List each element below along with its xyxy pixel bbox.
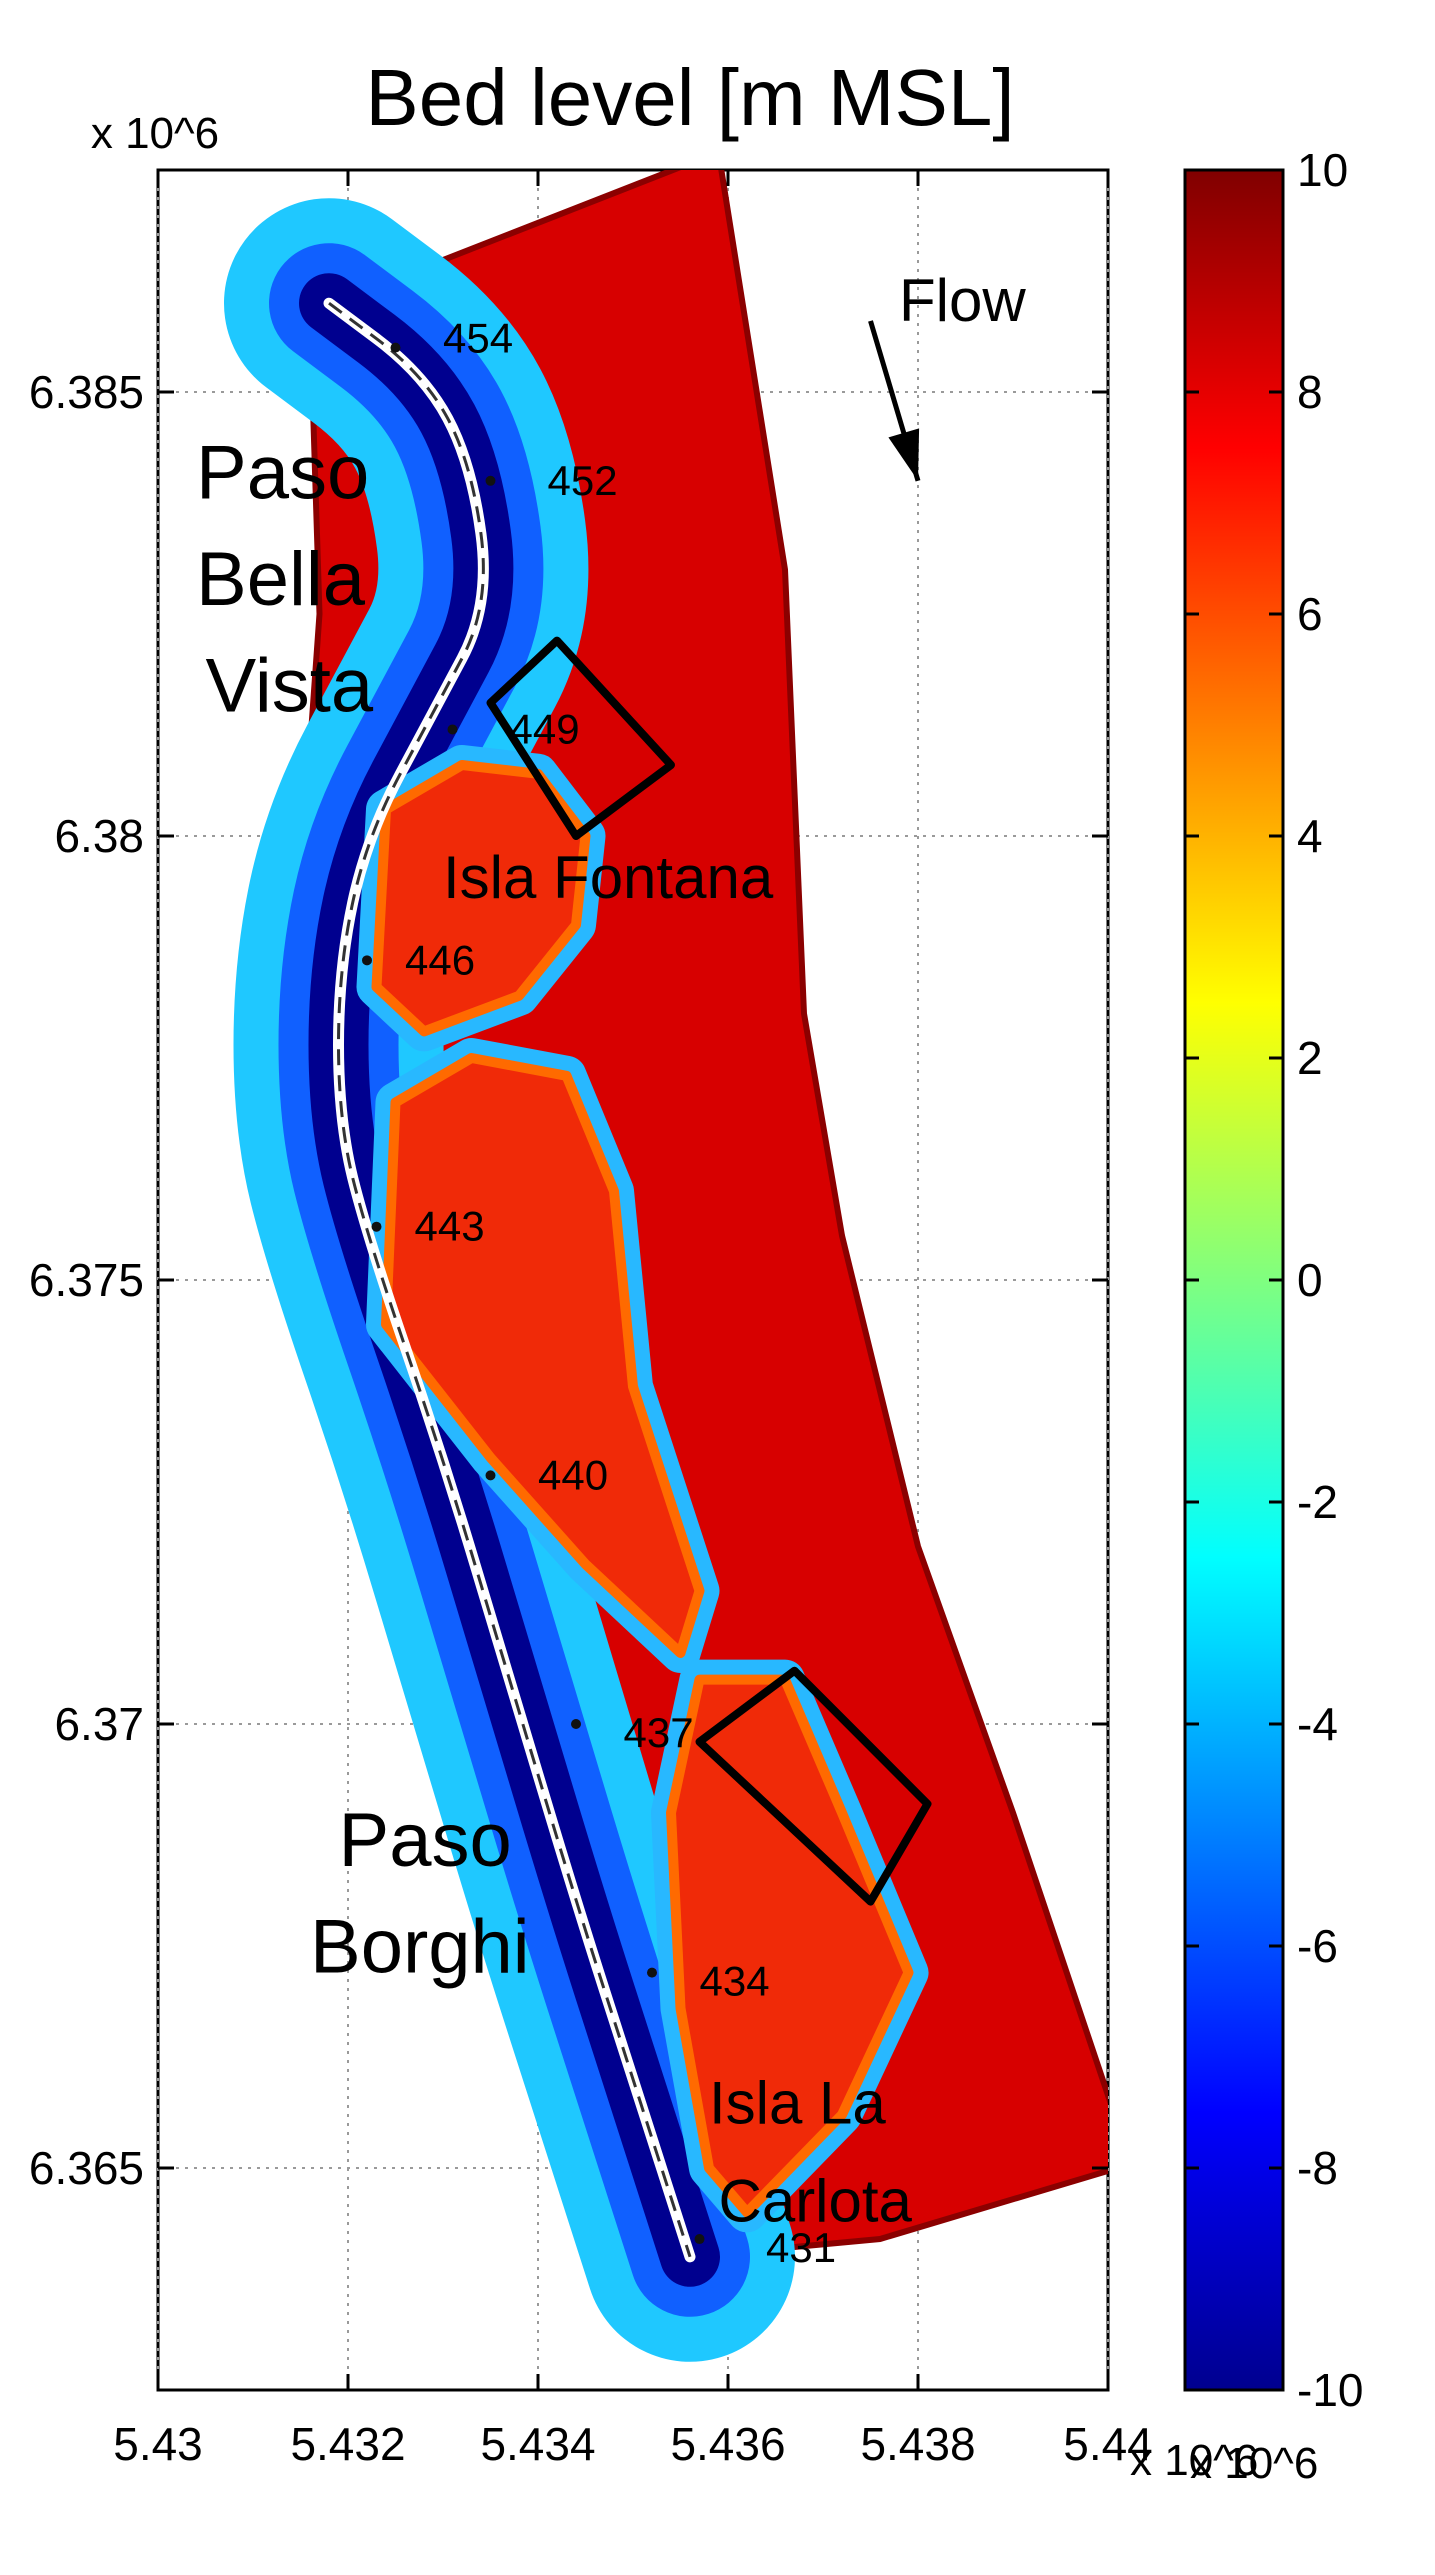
x-tick-label: 5.432 [290, 2418, 405, 2470]
flow-arrow-head [888, 428, 920, 481]
colorbar-tick-label: -2 [1297, 1476, 1338, 1528]
colorbar-tick-label: 10 [1297, 144, 1348, 196]
colorbar-multiplier-label: x 10^6 [1190, 2439, 1318, 2488]
colorbar-gradient [1183, 168, 1285, 2392]
y-tick-label: 6.365 [29, 2142, 144, 2194]
river-km-label: 440 [538, 1451, 608, 1498]
annotation-label: Flow [899, 267, 1026, 334]
y-multiplier-label: x 10^6 [91, 109, 219, 158]
colorbar-tick-label: -4 [1297, 1698, 1338, 1750]
river-km-label: 434 [700, 1958, 770, 2005]
river-axis-dashes [328, 301, 692, 2258]
colorbar-tick-label: -6 [1297, 1920, 1338, 1972]
river-km-label: 443 [415, 1203, 485, 1250]
colorbar-tick-label: 8 [1297, 366, 1323, 418]
colorbar-tick-label: 4 [1297, 810, 1323, 862]
colorbar-tick-label: 2 [1297, 1032, 1323, 1084]
colorbar-tick-label: 6 [1297, 588, 1323, 640]
river-km-marker [647, 1967, 657, 1978]
river-km-label: 431 [766, 2224, 836, 2271]
y-tick-label: 6.37 [54, 1698, 144, 1750]
river-km-marker [485, 475, 496, 486]
x-tick-label: 5.436 [670, 2418, 785, 2470]
colorbar-tick-label: 0 [1297, 1254, 1323, 1306]
island-body [371, 760, 591, 1037]
bed-level-field [224, 170, 1108, 2362]
x-tick-label: 5.44 [1063, 2418, 1153, 2470]
x-tick-label: 5.438 [860, 2418, 975, 2470]
y-multiplier: x 10^6 [91, 109, 219, 158]
annotation-label: Bella [196, 537, 366, 622]
y-axis: 6.365 6.37 6.375 6.38 6.385 [29, 366, 1108, 2194]
river-km-label: 449 [510, 705, 580, 752]
river-km-marker [362, 955, 372, 966]
annotation-label: Borghi [310, 1905, 530, 1990]
river-km-marker [390, 342, 401, 353]
river-km-label: 446 [405, 936, 475, 983]
colorbar-tick-label: -8 [1297, 2142, 1338, 2194]
annotation-label: Isla Fontana [443, 844, 774, 911]
river-km-marker [485, 1470, 496, 1481]
river-km-marker [447, 724, 458, 735]
colorbar-tick-label: -10 [1297, 2364, 1363, 2416]
y-tick-label: 6.385 [29, 366, 144, 418]
island-body [666, 1674, 914, 2218]
study-area-box [486, 636, 675, 840]
y-tick-label: 6.38 [54, 810, 144, 862]
annotation-label: Vista [206, 644, 374, 729]
x-axis: 5.43 5.432 5.434 5.436 5.438 5.44 [113, 170, 1153, 2470]
study-area-box [695, 1666, 932, 1906]
annotation-label: Paso [196, 431, 369, 516]
river-km-label: 454 [443, 315, 513, 362]
annotation-label: Paso [339, 1798, 512, 1883]
river-km-label: 437 [624, 1709, 694, 1756]
river-km-label: 452 [548, 457, 618, 504]
x-tick-label: 5.43 [113, 2418, 203, 2470]
y-tick-label: 6.375 [29, 1254, 144, 1306]
colorbar: 10 8 6 4 2 0 -2 -4 -6 -8 -10 [1183, 144, 1363, 2416]
island-body [381, 1053, 705, 1658]
annotations: Paso Bella Vista Isla Fontana Paso Borghi Isla… [196, 267, 1026, 2271]
river-km-marker [571, 1719, 581, 1729]
river-km-marker [694, 2234, 705, 2245]
annotation-label: Isla La [709, 2070, 886, 2137]
chart-title: Bed level [m MSL] [365, 53, 1014, 142]
annotation-label: Carlota [719, 2167, 913, 2234]
x-multiplier-label: x 10^6 [1130, 2436, 1258, 2485]
x-tick-label: 5.434 [480, 2418, 595, 2470]
river-km-marker [371, 1221, 382, 1232]
